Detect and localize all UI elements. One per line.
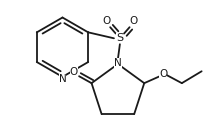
Text: O: O [159, 69, 167, 79]
Text: N: N [59, 74, 66, 84]
Text: O: O [102, 17, 110, 27]
Text: O: O [70, 67, 78, 77]
Text: N: N [114, 58, 122, 68]
Text: S: S [116, 33, 123, 43]
Text: O: O [130, 17, 138, 27]
